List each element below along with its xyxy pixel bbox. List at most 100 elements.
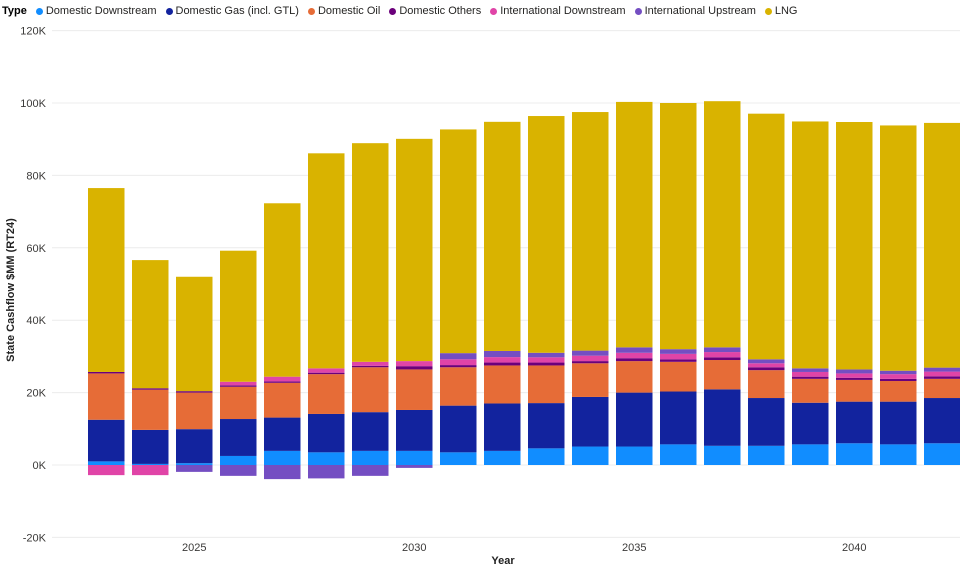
bar-segment-2036[interactable] xyxy=(660,349,697,354)
bar-segment-2026[interactable] xyxy=(220,385,257,387)
bar-segment-2032[interactable] xyxy=(484,350,521,358)
bar-segment-2029[interactable] xyxy=(352,143,389,362)
bar-segment-2034[interactable] xyxy=(572,396,609,447)
bar-segment-2038[interactable] xyxy=(748,113,785,360)
bar-segment-2030[interactable] xyxy=(396,366,433,370)
bar-segment-2041[interactable] xyxy=(880,401,917,445)
bar-segment-2030[interactable] xyxy=(396,450,433,465)
bar-segment-2031[interactable] xyxy=(440,359,477,366)
legend-item-international-downstream[interactable]: International Downstream xyxy=(490,5,626,17)
bar-segment-2033[interactable] xyxy=(528,403,565,449)
bar-segment-2039[interactable] xyxy=(792,444,829,465)
bar-segment-2038[interactable] xyxy=(748,359,785,364)
bar-segment-2028[interactable] xyxy=(308,413,345,453)
bar-segment-2027[interactable] xyxy=(264,381,301,383)
bar-segment-2037[interactable] xyxy=(704,347,741,353)
bar-segment-2028[interactable] xyxy=(308,153,345,369)
bar-segment-2035[interactable] xyxy=(616,361,653,393)
bar-segment-2031[interactable] xyxy=(440,367,477,406)
bar-segment-2040[interactable] xyxy=(836,379,873,402)
bar-segment-2029[interactable] xyxy=(352,361,389,366)
bar-segment-2042[interactable] xyxy=(924,376,960,379)
bar-segment-2031[interactable] xyxy=(440,129,477,354)
bar-segment-2041[interactable] xyxy=(880,125,917,371)
bar-segment-2027[interactable] xyxy=(264,465,301,480)
bar-segment-2023[interactable] xyxy=(88,461,125,465)
bar-segment-2026[interactable] xyxy=(220,386,257,420)
bar-segment-2027[interactable] xyxy=(264,203,301,377)
bar-segment-2028[interactable] xyxy=(308,452,345,465)
bar-segment-2042[interactable] xyxy=(924,371,960,377)
bar-segment-2033[interactable] xyxy=(528,365,565,404)
bar-segment-2033[interactable] xyxy=(528,448,565,465)
bar-segment-2041[interactable] xyxy=(880,381,917,402)
bar-segment-2025[interactable] xyxy=(176,465,213,472)
bar-segment-2039[interactable] xyxy=(792,371,829,377)
bar-segment-2039[interactable] xyxy=(792,368,829,372)
bar-segment-2026[interactable] xyxy=(220,419,257,456)
bar-segment-2040[interactable] xyxy=(836,373,873,378)
bar-segment-2034[interactable] xyxy=(572,446,609,465)
bar-segment-2025[interactable] xyxy=(176,276,213,392)
bar-segment-2042[interactable] xyxy=(924,367,960,372)
legend-item-domestic-downstream[interactable]: Domestic Downstream xyxy=(35,5,157,17)
bar-segment-2030[interactable] xyxy=(396,465,433,468)
bar-segment-2038[interactable] xyxy=(748,363,785,368)
bar-segment-2026[interactable] xyxy=(220,455,257,465)
bar-segment-2042[interactable] xyxy=(924,378,960,399)
bar-segment-2037[interactable] xyxy=(704,389,741,446)
bar-segment-2032[interactable] xyxy=(484,357,521,363)
bar-segment-2040[interactable] xyxy=(836,377,873,380)
bar-segment-2031[interactable] xyxy=(440,353,477,360)
bar-segment-2039[interactable] xyxy=(792,376,829,379)
bar-segment-2041[interactable] xyxy=(880,378,917,382)
bar-segment-2024[interactable] xyxy=(132,389,169,430)
bar-segment-2036[interactable] xyxy=(660,353,697,360)
bar-segment-2034[interactable] xyxy=(572,350,609,356)
bar-segment-2041[interactable] xyxy=(880,374,917,379)
bar-segment-2035[interactable] xyxy=(616,352,653,359)
bar-segment-2029[interactable] xyxy=(352,450,389,465)
bar-segment-2030[interactable] xyxy=(396,409,433,451)
bar-segment-2032[interactable] xyxy=(484,450,521,465)
bar-segment-2031[interactable] xyxy=(440,405,477,453)
bar-segment-2037[interactable] xyxy=(704,352,741,358)
bar-segment-2029[interactable] xyxy=(352,465,389,476)
bar-segment-2024[interactable] xyxy=(132,463,169,465)
bar-segment-2039[interactable] xyxy=(792,378,829,403)
bar-segment-2036[interactable] xyxy=(660,359,697,362)
bar-segment-2029[interactable] xyxy=(352,365,389,368)
bar-segment-2025[interactable] xyxy=(176,463,213,465)
bar-segment-2040[interactable] xyxy=(836,401,873,444)
bar-segment-2032[interactable] xyxy=(484,403,521,451)
bar-segment-2035[interactable] xyxy=(616,446,653,465)
bar-segment-2027[interactable] xyxy=(264,376,301,382)
bar-segment-2038[interactable] xyxy=(748,367,785,371)
bar-segment-2030[interactable] xyxy=(396,138,433,362)
bar-segment-2033[interactable] xyxy=(528,362,565,366)
legend-item-international-upstream[interactable]: International Upstream xyxy=(634,5,756,17)
bar-segment-2033[interactable] xyxy=(528,352,565,358)
bar-segment-2024[interactable] xyxy=(132,465,169,476)
bar-segment-2042[interactable] xyxy=(924,443,960,465)
bar-segment-2027[interactable] xyxy=(264,382,301,418)
bar-segment-2040[interactable] xyxy=(836,443,873,465)
bar-segment-2041[interactable] xyxy=(880,370,917,375)
bar-segment-2035[interactable] xyxy=(616,347,653,353)
bar-segment-2030[interactable] xyxy=(396,361,433,367)
bar-segment-2035[interactable] xyxy=(616,392,653,447)
bar-segment-2026[interactable] xyxy=(220,250,257,382)
bar-segment-2037[interactable] xyxy=(704,360,741,390)
bar-segment-2023[interactable] xyxy=(88,419,125,462)
bar-segment-2042[interactable] xyxy=(924,398,960,444)
bar-segment-2036[interactable] xyxy=(660,361,697,392)
bar-segment-2031[interactable] xyxy=(440,365,477,368)
bar-segment-2028[interactable] xyxy=(308,465,345,479)
bar-segment-2027[interactable] xyxy=(264,417,301,451)
bar-segment-2041[interactable] xyxy=(880,444,917,465)
bar-segment-2037[interactable] xyxy=(704,357,741,361)
bar-segment-2024[interactable] xyxy=(132,260,169,389)
bar-segment-2027[interactable] xyxy=(264,450,301,465)
bar-segment-2034[interactable] xyxy=(572,112,609,351)
bar-segment-2036[interactable] xyxy=(660,391,697,445)
